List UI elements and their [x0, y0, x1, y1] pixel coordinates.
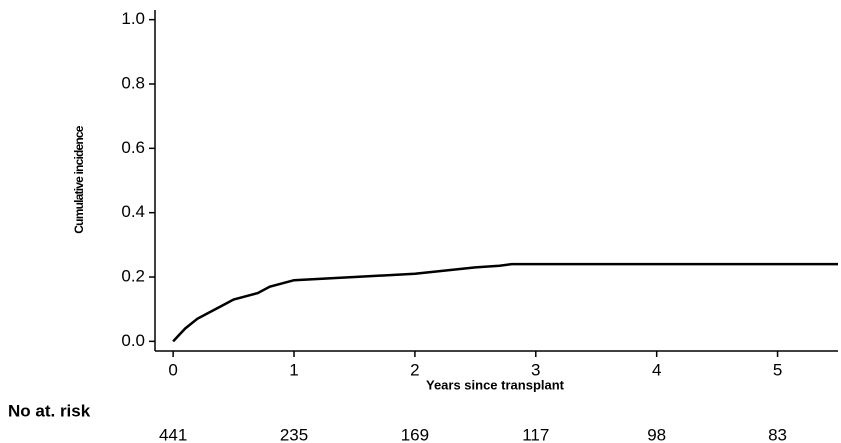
x-tick-label: 1	[289, 360, 298, 379]
y-tick-label: 0.6	[121, 138, 145, 157]
x-tick-label: 2	[410, 360, 419, 379]
y-axis-label: Cumulative incidence	[72, 125, 86, 233]
y-tick-label: 0.0	[121, 331, 145, 350]
risk-count: 441	[159, 425, 187, 443]
x-tick-label: 3	[531, 360, 540, 379]
x-tick-label: 5	[773, 360, 782, 379]
risk-table-label: No at. risk	[8, 401, 91, 420]
risk-count: 235	[280, 425, 308, 443]
x-axis-label: Years since transplant	[426, 377, 565, 392]
x-tick-label: 4	[652, 360, 661, 379]
y-tick-label: 0.4	[121, 202, 145, 221]
incidence-curve	[172, 262, 838, 343]
risk-count: 98	[647, 425, 666, 443]
y-tick-label: 0.2	[121, 266, 145, 285]
y-tick-label: 1.0	[121, 9, 145, 28]
x-tick-label: 0	[168, 360, 177, 379]
risk-count: 83	[768, 425, 787, 443]
risk-count: 117	[522, 425, 549, 443]
y-tick-label: 0.8	[121, 73, 145, 92]
risk-count: 169	[401, 425, 429, 443]
